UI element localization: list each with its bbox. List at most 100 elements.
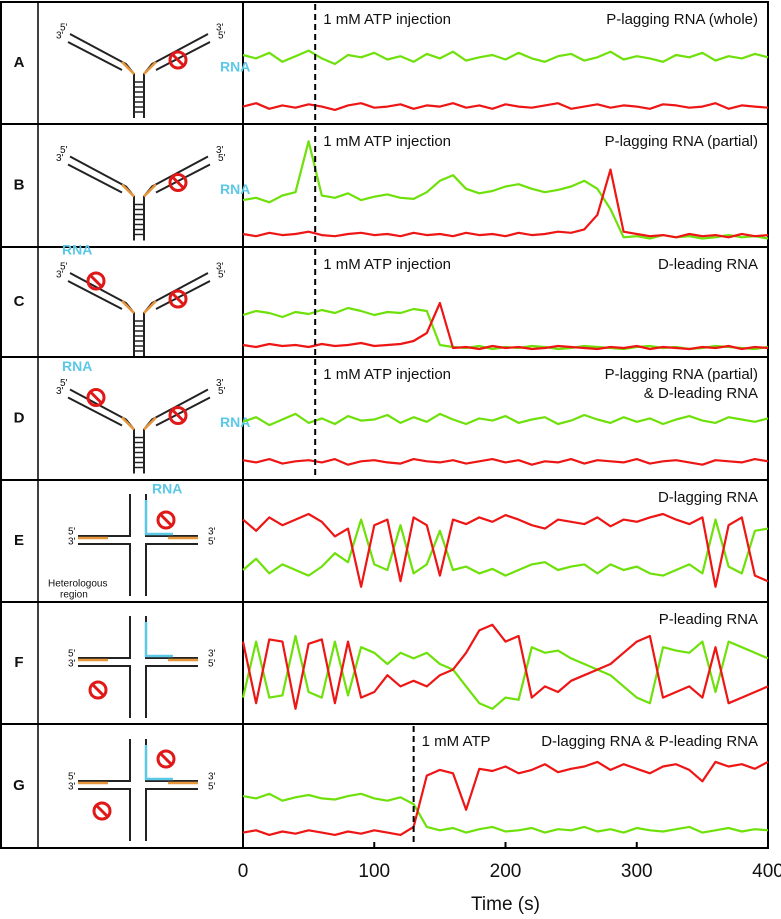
- trace: [242, 512, 769, 588]
- helicase-block: [170, 291, 186, 307]
- diagram-label: 5': [218, 153, 226, 164]
- helicase-block: [88, 273, 104, 289]
- helicase-block: [168, 173, 188, 192]
- diagram-label: 5': [68, 772, 76, 783]
- strand: [155, 41, 211, 71]
- diagram-label: 3': [56, 153, 64, 164]
- strand: [145, 788, 198, 841]
- diagram-label: region: [60, 590, 88, 601]
- diagram-label: 3': [216, 145, 224, 156]
- panel-label: D: [14, 409, 25, 426]
- helicase-block: [170, 175, 186, 190]
- rna-label: RNA: [62, 358, 92, 374]
- trace: [242, 518, 769, 577]
- diagram-label: 5': [68, 527, 76, 538]
- diagram-label: 5': [218, 386, 226, 397]
- diagram-label: 5': [60, 262, 68, 273]
- panel-label: A: [14, 54, 25, 71]
- strand: [143, 272, 209, 357]
- diagram: [78, 739, 198, 841]
- diagram: [67, 271, 211, 357]
- strand: [155, 163, 211, 194]
- annotation: 1 mM ATP injection: [323, 256, 451, 273]
- x-tick-label: 200: [490, 861, 522, 882]
- trace: [242, 792, 769, 834]
- x-tick-label: 300: [621, 861, 653, 882]
- x-axis-label: Time (s): [471, 894, 540, 915]
- panel-title: D-leading RNA: [658, 256, 758, 273]
- panel-title: & D-leading RNA: [644, 385, 758, 402]
- frame: [0, 1, 769, 849]
- diagram-label: 5': [218, 31, 226, 42]
- strand: [155, 280, 211, 310]
- helicase-block: [170, 52, 186, 68]
- trace: [242, 412, 769, 427]
- strand: [78, 616, 131, 659]
- helicase-block: [168, 50, 188, 70]
- strand: [155, 396, 211, 427]
- strand: [78, 494, 131, 537]
- strand: [143, 388, 209, 474]
- trace: [242, 49, 769, 66]
- strand: [67, 280, 123, 310]
- diagram-label: 5': [208, 659, 216, 670]
- diagram: [78, 616, 198, 718]
- strand: [145, 739, 198, 782]
- annotation: 1 mM ATP injection: [323, 133, 451, 150]
- trace: [242, 458, 769, 466]
- panel-title: D-lagging RNA: [658, 489, 758, 506]
- helicase-block: [92, 801, 112, 821]
- diagram-label: 3': [208, 649, 216, 660]
- trace: [242, 140, 769, 240]
- trace: [241, 623, 769, 710]
- strand: [143, 33, 209, 118]
- orange-arm: [121, 183, 157, 198]
- diagram-label: 3': [216, 262, 224, 273]
- helicase-block: [94, 803, 110, 819]
- panel-label: E: [14, 532, 24, 549]
- diagram-label: 5': [60, 145, 68, 156]
- panel-title: D-lagging RNA & P-leading RNA: [541, 733, 758, 750]
- panel-title: P-leading RNA: [659, 611, 758, 628]
- strand: [78, 665, 131, 718]
- panel-title: P-lagging RNA (partial): [605, 133, 758, 150]
- strand: [67, 41, 123, 71]
- strand: [78, 543, 131, 596]
- helicase-block: [168, 289, 188, 309]
- strand: [145, 616, 198, 659]
- rna-label: RNA: [220, 414, 250, 430]
- x-tick-label: 100: [358, 861, 390, 882]
- diagram-label: 3': [68, 659, 76, 670]
- x-tick-label: 0: [238, 861, 249, 882]
- strand: [69, 155, 135, 241]
- panel-title: P-lagging RNA (partial): [605, 366, 758, 383]
- orange-arm: [121, 300, 157, 314]
- panel-label: B: [14, 176, 25, 193]
- diagram: [67, 388, 211, 474]
- strand: [78, 788, 131, 841]
- orange-arm: [121, 61, 157, 75]
- diagram-label: 3': [68, 782, 76, 793]
- annotation: 1 mM ATP injection: [323, 11, 451, 28]
- trace: [241, 634, 769, 710]
- diagram: [67, 155, 211, 241]
- strand: [78, 739, 131, 782]
- diagram-label: 5': [208, 782, 216, 793]
- strand: [69, 33, 135, 118]
- helicase-block: [88, 680, 108, 700]
- helicase-block: [86, 271, 106, 291]
- rna-label: RNA: [220, 181, 250, 197]
- annotation: 1 mM ATP: [422, 733, 491, 750]
- rna-label: RNA: [220, 59, 250, 75]
- diagram-label: 5': [68, 649, 76, 660]
- helicase-block: [168, 406, 188, 425]
- diagram: [78, 494, 198, 596]
- diagram-label: 3': [208, 772, 216, 783]
- helicase-block: [158, 751, 174, 767]
- diagram-label: 3': [56, 270, 64, 281]
- helicase-block: [156, 749, 176, 769]
- strand: [145, 543, 198, 596]
- helicase-block: [156, 510, 176, 530]
- diagram-label: 3': [68, 537, 76, 548]
